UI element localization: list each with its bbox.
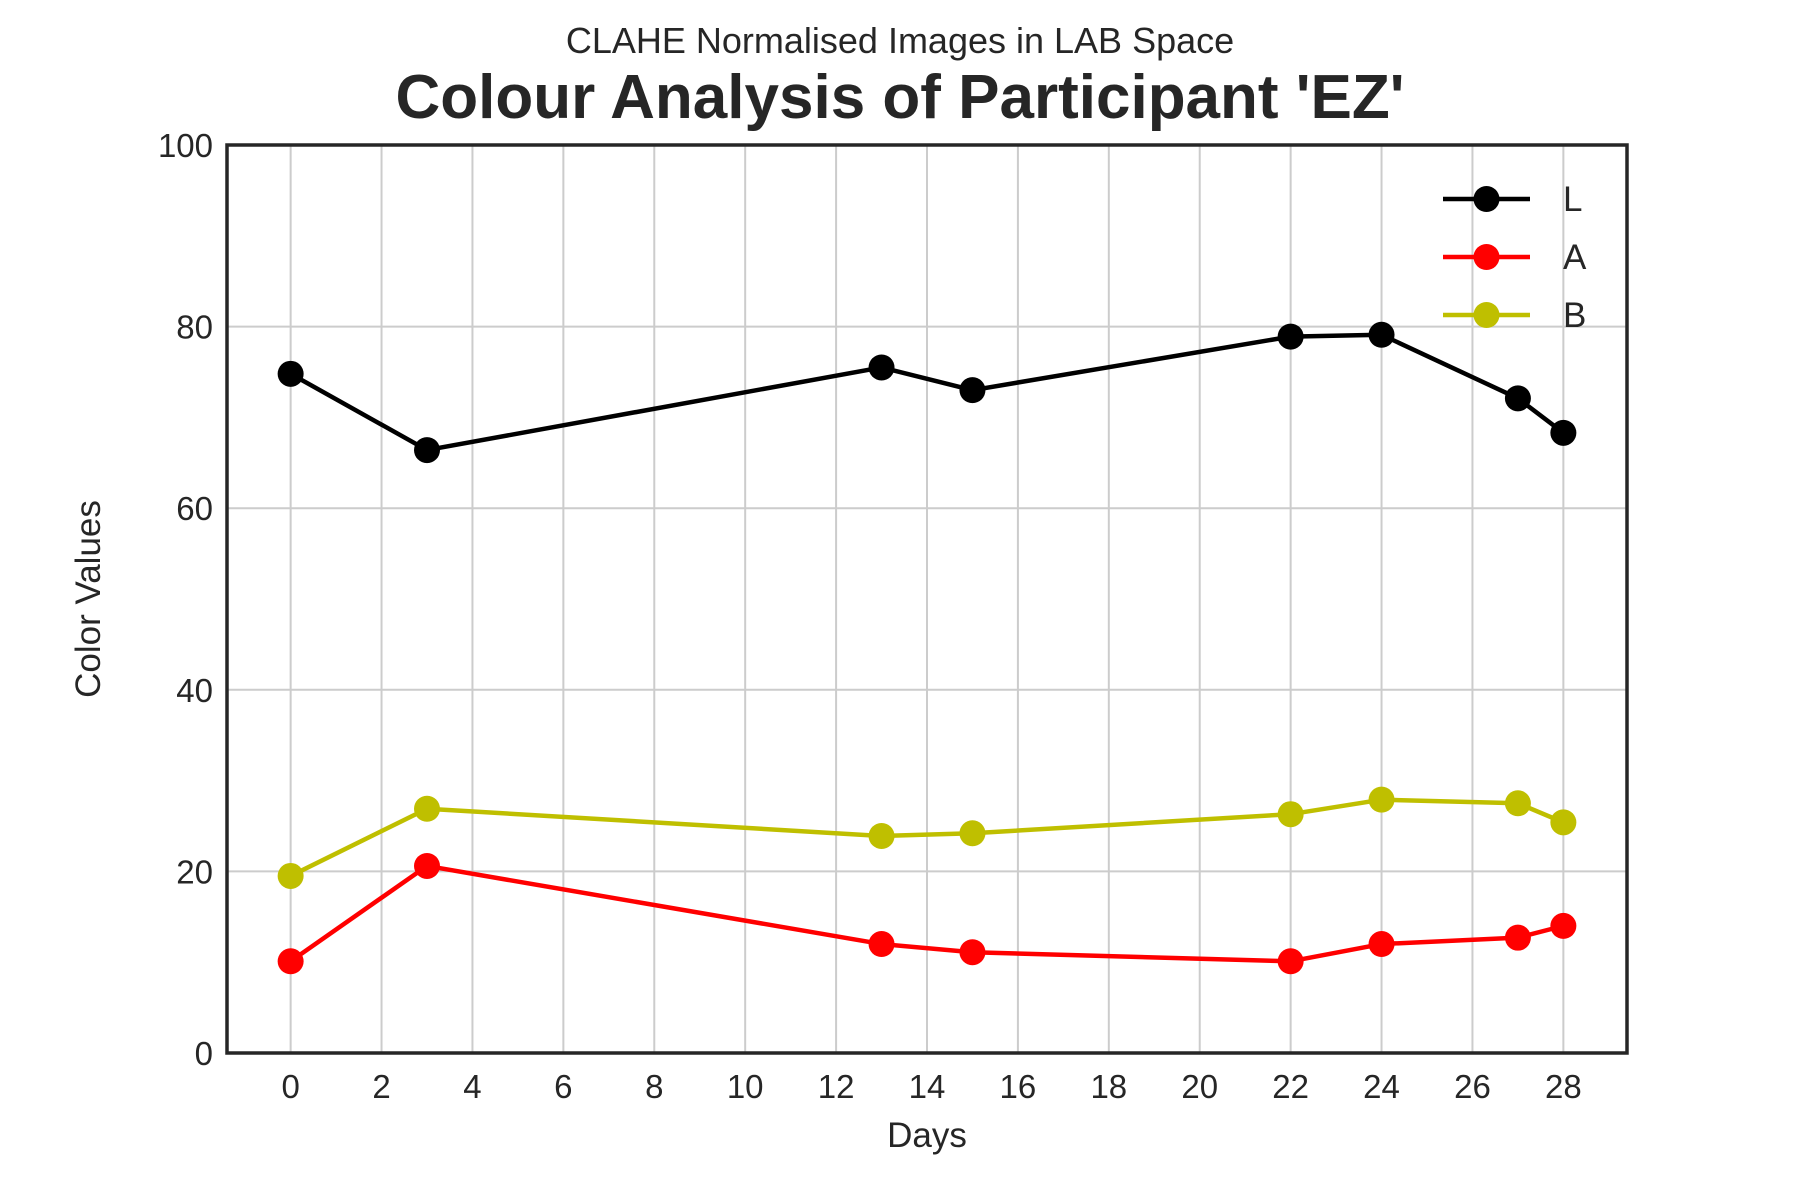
chart-title: Colour Analysis of Participant 'EZ' — [395, 63, 1405, 132]
chart-subtitle: CLAHE Normalised Images in LAB Space — [565, 20, 1235, 61]
data-point-L — [1368, 321, 1395, 348]
data-point-B — [868, 822, 895, 849]
data-point-A — [1368, 931, 1395, 958]
data-point-L — [414, 437, 440, 464]
legend-marker-B — [1473, 302, 1500, 328]
x-tick-label: 28 — [1545, 1068, 1582, 1105]
x-tick-label: 24 — [1363, 1068, 1400, 1105]
data-point-L — [959, 377, 986, 404]
legend-marker-A — [1473, 244, 1500, 270]
data-point-B — [1550, 809, 1577, 836]
data-point-B — [414, 795, 440, 822]
data-point-B — [277, 862, 304, 889]
data-point-B — [1277, 801, 1304, 828]
data-point-L — [868, 354, 895, 381]
data-point-A — [1550, 912, 1577, 939]
legend-label-L: L — [1563, 180, 1582, 219]
series-line-A — [289, 863, 1564, 964]
y-tick-label: 20 — [176, 853, 213, 890]
x-tick-label: 26 — [1454, 1068, 1491, 1105]
data-point-A — [1277, 948, 1304, 975]
data-point-A — [868, 931, 895, 958]
x-tick-label: 2 — [372, 1068, 390, 1105]
legend-marker-L — [1473, 186, 1500, 212]
x-tick-label: 14 — [909, 1068, 946, 1105]
legend-label-A: A — [1563, 238, 1587, 277]
data-point-B — [1504, 790, 1531, 817]
y-tick-label: 40 — [176, 672, 213, 709]
x-axis-label: Days — [887, 1116, 967, 1155]
data-point-A — [959, 939, 986, 966]
x-tick-label: 12 — [818, 1068, 855, 1105]
x-tick-label: 0 — [281, 1068, 299, 1105]
x-tick-label: 6 — [554, 1068, 572, 1105]
data-point-A — [277, 948, 304, 975]
y-axis-label: Color Values — [69, 500, 108, 698]
x-tick-label: 18 — [1090, 1068, 1127, 1105]
data-point-A — [414, 852, 440, 879]
data-point-L — [1277, 323, 1304, 350]
y-tick-label: 0 — [195, 1035, 213, 1072]
data-point-A — [1504, 924, 1531, 951]
legend-label-B: B — [1563, 296, 1586, 335]
y-tick-label: 60 — [176, 490, 213, 527]
x-tick-label: 22 — [1272, 1068, 1309, 1105]
x-tick-label: 10 — [727, 1068, 764, 1105]
series-line-L — [289, 332, 1565, 453]
plot-frame — [225, 143, 1629, 1055]
y-tick-label: 80 — [176, 309, 213, 346]
series-line-B — [289, 797, 1565, 878]
data-point-B — [959, 820, 986, 847]
data-point-L — [277, 360, 304, 387]
x-tick-label: 16 — [1000, 1068, 1037, 1105]
x-tick-label: 8 — [645, 1068, 663, 1105]
x-tick-label: 20 — [1181, 1068, 1218, 1105]
x-tick-label: 4 — [463, 1068, 481, 1105]
data-point-B — [1368, 786, 1395, 813]
data-point-L — [1550, 419, 1577, 446]
data-point-L — [1504, 385, 1531, 412]
y-tick-label: 100 — [158, 127, 213, 164]
